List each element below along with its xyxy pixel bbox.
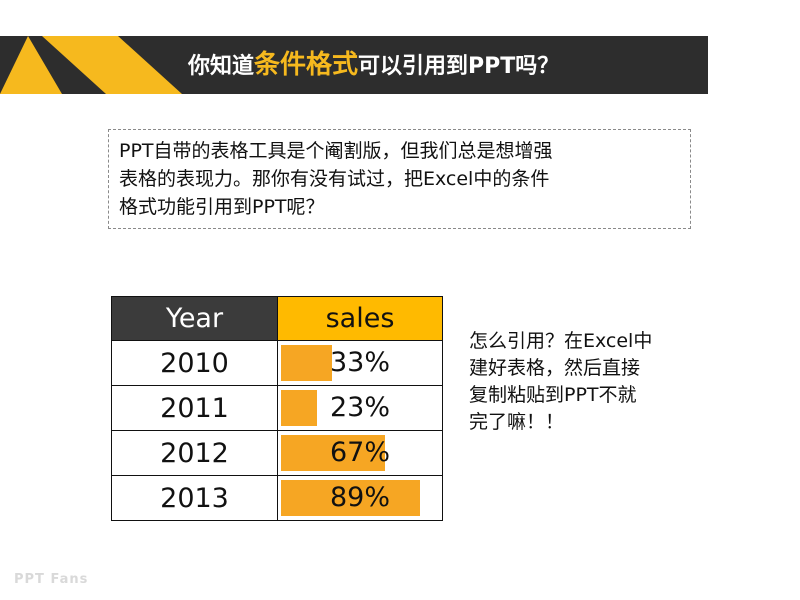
year-cell: 2011: [111, 385, 278, 431]
side-note-line: 完了嘛！！: [469, 411, 565, 433]
intro-text-box: PPT自带的表格工具是个阉割版，但我们总是想增强 表格的表现力。那你有没有试过，…: [108, 129, 691, 229]
title-suffix: 可以引用到PPT吗？: [358, 54, 560, 79]
sales-percent: 23%: [329, 392, 390, 423]
sales-percent: 33%: [329, 347, 390, 378]
table-row: 2012 67%: [111, 430, 443, 476]
title-prefix: 你知道: [188, 54, 255, 79]
sales-column-header: sales: [277, 296, 443, 341]
side-note-line: 怎么引用？在Excel中: [469, 330, 653, 352]
sales-percent: 67%: [329, 437, 390, 468]
data-bar: [281, 480, 420, 516]
sales-cell: 67%: [277, 430, 443, 476]
sales-cell-inner: 89%: [278, 476, 442, 520]
table-row: 2010 33%: [111, 340, 443, 386]
year-cell: 2013: [111, 475, 278, 521]
sales-cell-inner: 67%: [278, 431, 442, 475]
intro-line: PPT自带的表格工具是个阉割版，但我们总是想增强: [119, 140, 553, 162]
table-row: 2011 23%: [111, 385, 443, 431]
sales-table: Year sales 2010 33% 2011 23% 2012 67% 2013 89%: [111, 296, 443, 521]
data-bar: [281, 345, 333, 381]
intro-line: 表格的表现力。那你有没有试过，把Excel中的条件: [119, 168, 550, 190]
data-bar: [281, 390, 317, 426]
side-note: 怎么引用？在Excel中 建好表格，然后直接 复制粘贴到PPT不就 完了嘛！！: [469, 328, 719, 436]
ppt-fans-logo: PPT Fans: [14, 572, 89, 587]
side-note-line: 建好表格，然后直接: [469, 357, 641, 379]
sales-cell: 89%: [277, 475, 443, 521]
sales-cell: 23%: [277, 385, 443, 431]
sales-percent: 89%: [329, 482, 390, 513]
intro-line: 格式功能引用到PPT呢？: [119, 196, 325, 218]
page-title: 你知道条件格式可以引用到PPT吗？: [188, 36, 559, 94]
sales-cell: 33%: [277, 340, 443, 386]
table-header-row: Year sales: [111, 296, 443, 341]
sales-cell-inner: 33%: [278, 341, 442, 385]
side-note-line: 复制粘贴到PPT不就: [469, 384, 637, 406]
banner-decoration-icon: [0, 36, 182, 94]
table-row: 2013 89%: [111, 475, 443, 521]
year-cell: 2010: [111, 340, 278, 386]
data-bar: [281, 435, 386, 471]
year-column-header: Year: [111, 296, 278, 341]
sales-cell-inner: 23%: [278, 386, 442, 430]
title-highlight: 条件格式: [254, 50, 359, 80]
title-banner: 你知道条件格式可以引用到PPT吗？: [0, 36, 708, 94]
year-cell: 2012: [111, 430, 278, 476]
